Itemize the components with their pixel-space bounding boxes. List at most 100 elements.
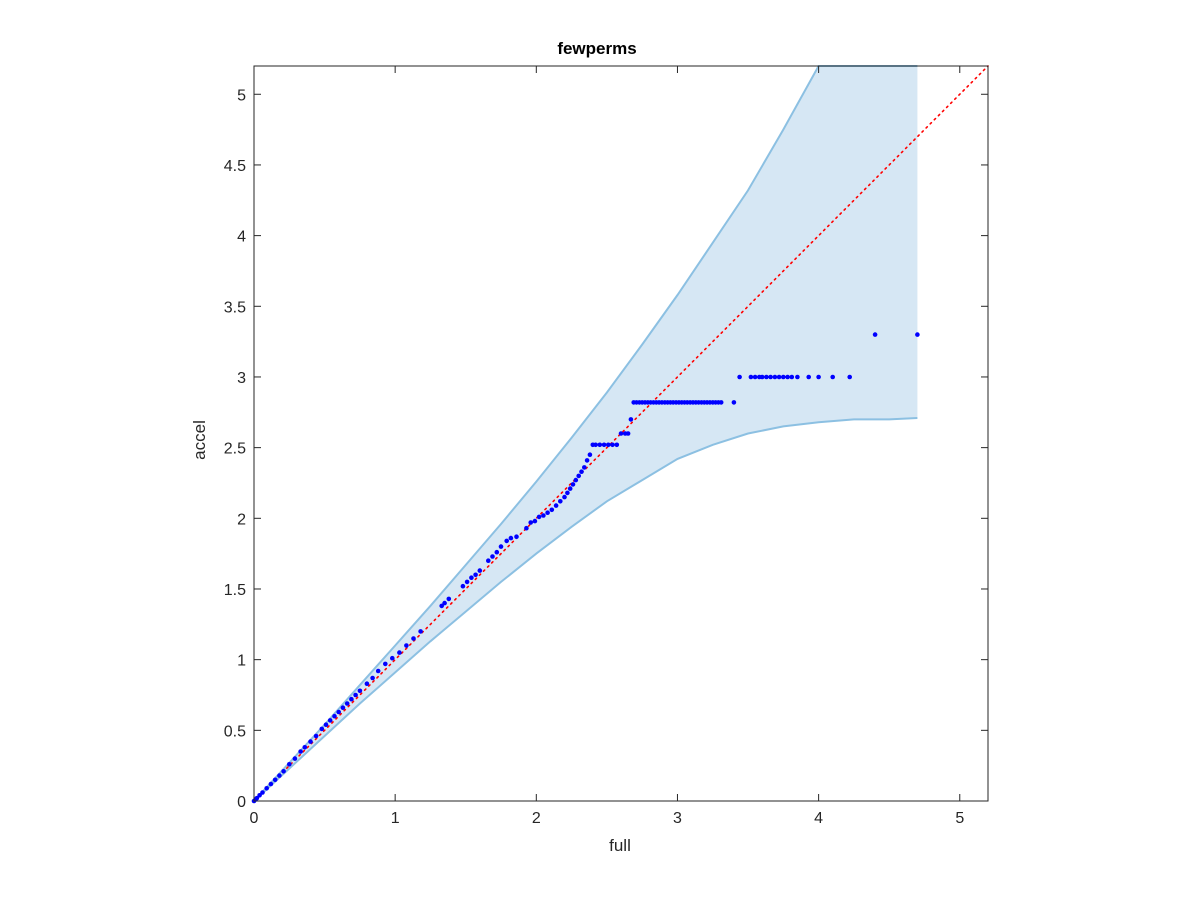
data-point [789, 374, 795, 380]
data-point [614, 442, 620, 448]
data-point [514, 534, 519, 539]
data-point [549, 507, 555, 513]
data-point [618, 431, 624, 436]
reference-line [253, 65, 989, 802]
x-tick-label: 4 [814, 810, 823, 827]
y-tick-label: 0 [237, 794, 246, 811]
data-point [298, 749, 303, 754]
chart-title: fewperms [557, 39, 636, 58]
data-point [565, 490, 570, 496]
data-point [768, 374, 773, 380]
data-point [268, 781, 274, 787]
data-point [532, 518, 538, 524]
data-point [806, 374, 811, 380]
data-point [473, 572, 478, 578]
data-point [404, 643, 409, 648]
x-tick-label: 1 [391, 810, 400, 827]
confidence-band-upper-edge [253, 65, 918, 802]
data-point [570, 482, 576, 487]
data-point [477, 568, 483, 573]
reference-line-layer [253, 65, 989, 802]
data-point [411, 636, 416, 641]
data-point [718, 400, 724, 405]
data-point [610, 442, 615, 448]
y-tick-label: 2 [237, 511, 246, 528]
y-tick-label: 1 [237, 653, 246, 670]
data-point [332, 713, 337, 719]
y-axis-label: accel [190, 420, 209, 460]
data-point [752, 374, 758, 380]
x-tick-label: 2 [532, 810, 541, 827]
data-point [327, 718, 333, 723]
data-point [795, 374, 800, 380]
data-point [254, 795, 260, 801]
data-point [357, 688, 363, 694]
data-point [628, 417, 634, 422]
x-tick-label: 3 [673, 810, 682, 827]
data-point [785, 374, 790, 380]
data-point [439, 603, 445, 609]
y-tick-label: 1.5 [224, 582, 246, 599]
data-point [490, 554, 495, 559]
data-point [573, 477, 579, 483]
data-point [323, 722, 329, 727]
data-point [731, 400, 737, 405]
data-point [587, 452, 593, 458]
data-point [541, 513, 546, 518]
plot-frame [253, 65, 989, 802]
data-point [257, 793, 262, 798]
data-point [446, 596, 452, 602]
data-point [830, 374, 835, 380]
data-point [567, 486, 573, 491]
data-point [277, 773, 282, 778]
data-point [375, 668, 381, 674]
x-tick-label: 5 [955, 810, 964, 827]
data-point [504, 538, 510, 544]
data-point [558, 499, 563, 504]
data-point [872, 332, 878, 337]
y-tick-label: 3 [237, 370, 246, 387]
data-point [486, 558, 491, 563]
data-point [418, 629, 423, 634]
x-tick-label: 0 [250, 810, 259, 827]
data-point [625, 431, 631, 436]
data-point [524, 525, 529, 531]
data-point [776, 374, 782, 380]
y-tick-label: 3.5 [224, 299, 246, 316]
data-point [553, 503, 559, 508]
ticks-layer: 0 1 2 3 4 5 0 0.5 1 1.5 2 2.5 3 3.5 4 4.5 5 [224, 66, 988, 827]
data-point [469, 575, 474, 580]
data-point [601, 442, 607, 448]
data-points-layer [251, 332, 920, 804]
data-point [308, 739, 313, 744]
confidence-band-lower-edge [253, 417, 918, 802]
data-point [915, 332, 920, 337]
confidence-band-fill [254, 66, 918, 801]
data-point [748, 374, 754, 380]
axes-layer [253, 65, 989, 802]
data-point [370, 675, 375, 681]
data-point [498, 544, 504, 549]
data-point [759, 374, 765, 380]
data-point [344, 701, 350, 706]
data-point [442, 600, 447, 606]
data-point [816, 374, 821, 380]
data-point [593, 442, 598, 448]
data-point [336, 709, 342, 715]
x-axis-label: full [609, 836, 631, 855]
data-point [397, 650, 402, 655]
data-point [545, 510, 550, 515]
data-point [313, 733, 319, 739]
data-point [606, 442, 611, 448]
data-point [364, 681, 370, 686]
data-point [579, 469, 584, 475]
data-point [464, 579, 470, 585]
data-point [772, 374, 778, 380]
data-point [349, 696, 354, 702]
data-point [260, 790, 265, 795]
data-point [597, 442, 603, 448]
data-point [528, 520, 533, 525]
data-point [281, 769, 286, 774]
data-point [264, 786, 270, 791]
